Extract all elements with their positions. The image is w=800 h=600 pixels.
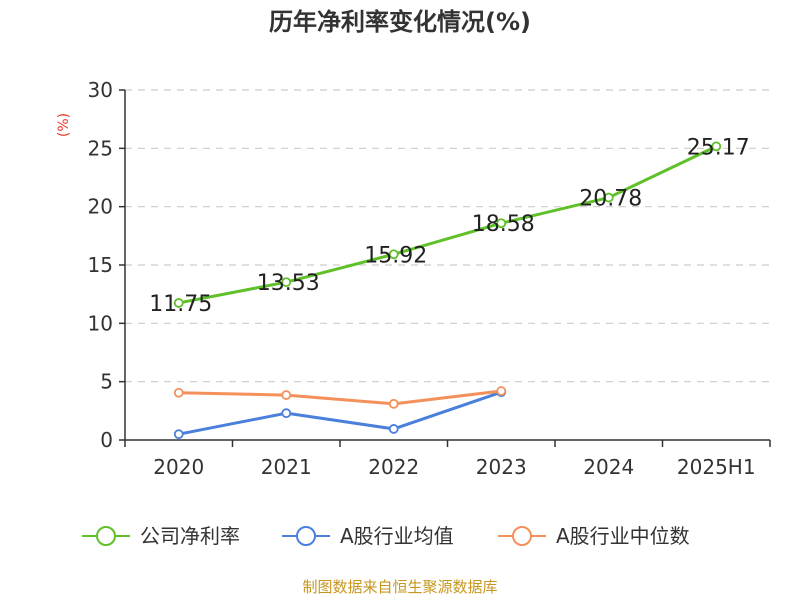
legend-label: A股行业均值 — [340, 524, 454, 548]
data-point — [388, 398, 399, 409]
x-tick-label: 2024 — [583, 455, 634, 479]
data-point — [173, 429, 184, 440]
y-tick-label: 10 — [88, 311, 113, 335]
x-tick-label: 2022 — [368, 455, 419, 479]
data-labels: 11.75 13.53 15.92 18.58 20.78 25.17 — [149, 135, 749, 317]
data-point — [711, 141, 722, 152]
data-point — [173, 298, 184, 308]
data-label: 15.92 — [364, 243, 427, 268]
data-point — [496, 386, 507, 396]
data-point — [281, 408, 292, 419]
y-tick-label: 5 — [100, 370, 113, 394]
data-point — [603, 192, 614, 203]
data-point — [388, 249, 399, 260]
data-point — [388, 424, 399, 434]
x-tick-label: 2021 — [261, 455, 312, 479]
y-axis-label: (%) — [56, 113, 72, 137]
data-label: 20.78 — [579, 187, 642, 212]
x-tick-label: 2023 — [476, 455, 527, 479]
data-point — [281, 390, 292, 400]
data-point — [173, 387, 184, 398]
axes: 0 5 10 15 20 25 30 2020 2021 2022 2023 2024 2025H1 — [88, 78, 771, 479]
data-label: 18.58 — [472, 212, 535, 237]
x-tick-label: 2025H1 — [677, 455, 756, 479]
series-lines — [173, 141, 722, 440]
source-note: 制图数据来自恒生聚源数据库 — [302, 578, 497, 596]
series-line — [178, 389, 502, 406]
x-tick-label: 2020 — [153, 455, 204, 479]
data-label: 13.53 — [257, 271, 320, 296]
chart-title: 历年净利率变化情况(%) — [269, 8, 531, 36]
data-label: 25.17 — [687, 135, 750, 160]
legend-label: 公司净利率 — [140, 524, 240, 548]
data-point — [281, 277, 292, 288]
y-tick-label: 15 — [88, 253, 113, 277]
legend-marker — [96, 526, 116, 546]
legend-marker — [512, 526, 532, 546]
y-tick-label: 20 — [88, 195, 113, 219]
legend: 公司净利率 A股行业均值 A股行业中位数 — [82, 524, 690, 548]
y-tick-label: 25 — [88, 136, 113, 160]
y-tick-label: 0 — [100, 428, 113, 452]
legend-marker — [296, 526, 316, 546]
series-line — [178, 390, 502, 436]
series-line — [178, 144, 717, 305]
y-tick-label: 30 — [88, 78, 113, 102]
grid-lines — [125, 89, 770, 383]
data-point — [496, 218, 507, 229]
legend-label: A股行业中位数 — [556, 524, 690, 548]
data-label: 11.75 — [149, 292, 212, 317]
